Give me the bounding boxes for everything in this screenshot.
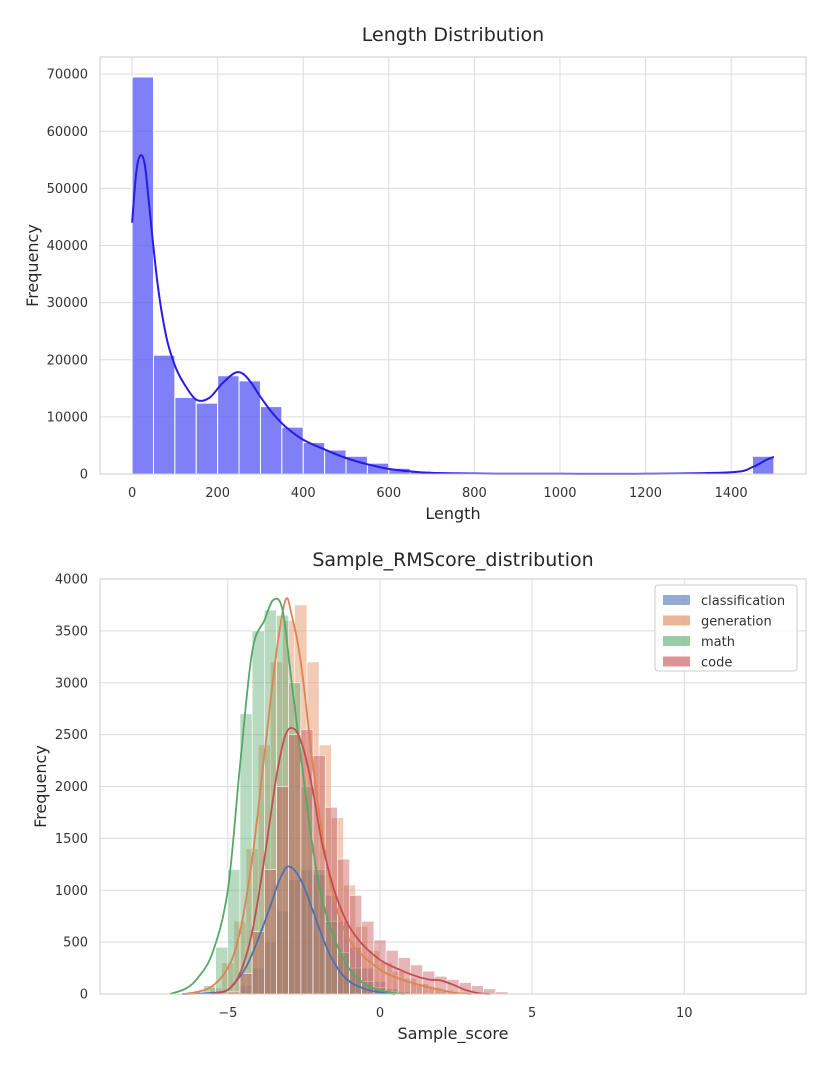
histogram-bar xyxy=(152,354,176,475)
kde-line-generation xyxy=(184,597,472,995)
histogram-bar-code xyxy=(422,970,436,995)
chart-sample-rmscore-distribution: −5 0 5 10 05001000150020002500300035004000 … xyxy=(31,549,807,1044)
legend-swatch xyxy=(663,595,690,605)
legend-label: math xyxy=(701,635,735,650)
legend-label: classification xyxy=(701,594,785,609)
histogram-bar-code xyxy=(410,964,423,995)
histogram-bar-code xyxy=(349,895,363,995)
x-tick-label: 0 xyxy=(376,1006,384,1021)
histogram-bar xyxy=(281,426,304,475)
y-tick-labels: 0 500 1000 1500 2000 2500 3000 3500 4000 xyxy=(55,573,88,1003)
y-tick-label: 0 xyxy=(80,988,88,1003)
histogram-bar xyxy=(174,396,197,475)
y-tick-label: 20000 xyxy=(47,353,88,368)
legend-label: generation xyxy=(701,615,772,630)
y-tick-label: 2000 xyxy=(55,780,88,795)
histogram-bar xyxy=(259,406,283,475)
y-tick-label: 3500 xyxy=(55,624,88,639)
histogram-bar xyxy=(131,76,154,475)
y-tick-label: 1000 xyxy=(55,884,88,899)
kde-curves xyxy=(169,597,490,995)
x-tick-labels: 0 200 400 600 800 1000 1200 1400 xyxy=(128,486,748,501)
y-tick-label: 60000 xyxy=(47,125,88,140)
y-tick-label: 4000 xyxy=(55,573,88,588)
legend-swatch xyxy=(663,656,690,667)
x-tick-label: 600 xyxy=(376,486,401,501)
histogram-bar xyxy=(195,402,219,475)
y-axis-label: Frequency xyxy=(23,224,42,307)
chart-length-distribution: 0 200 400 600 800 1000 1200 1400 0 10000 20000 300… xyxy=(23,24,807,523)
histogram-bar xyxy=(217,375,240,475)
histogram-bar-code xyxy=(385,950,399,995)
histogram-bar-code xyxy=(288,734,302,995)
x-tick-label: 1200 xyxy=(629,486,662,501)
x-axis-label: Sample_score xyxy=(398,1024,509,1044)
legend-swatch xyxy=(663,636,690,646)
y-tick-label: 1500 xyxy=(55,832,88,847)
chart-title: Sample_RMScore_distribution xyxy=(312,549,593,571)
histogram-bar-code xyxy=(397,957,411,995)
chart-title: Length Distribution xyxy=(362,24,544,46)
x-tick-label: 1400 xyxy=(715,486,748,501)
histogram-bars xyxy=(203,604,509,995)
x-tick-label: 400 xyxy=(291,486,316,501)
x-tick-label: 0 xyxy=(128,486,136,501)
x-tick-label: 200 xyxy=(205,486,230,501)
legend-swatch xyxy=(663,615,690,626)
y-axis-label: Frequency xyxy=(31,745,50,828)
histogram-bar-code xyxy=(312,755,326,995)
x-tick-label: 800 xyxy=(462,486,487,501)
y-tick-labels: 0 10000 20000 30000 40000 50000 60000 70000 xyxy=(47,68,88,483)
x-tick-label: 5 xyxy=(528,1006,536,1021)
x-axis-label: Length xyxy=(425,504,480,523)
legend-label: code xyxy=(701,656,732,671)
plot-frame xyxy=(99,56,807,475)
x-tick-labels: −5 0 5 10 xyxy=(218,1006,692,1021)
y-tick-label: 3000 xyxy=(55,676,88,691)
x-tick-label: 1000 xyxy=(543,486,576,501)
y-tick-label: 2500 xyxy=(55,728,88,743)
x-tick-label: 10 xyxy=(676,1006,693,1021)
kde-line-classification xyxy=(182,865,396,995)
plot-frame xyxy=(99,578,807,995)
y-tick-label: 40000 xyxy=(47,239,88,254)
histogram-bar-code xyxy=(239,972,253,995)
y-tick-label: 0 xyxy=(80,468,88,483)
histogram-bar-code xyxy=(264,869,277,995)
y-tick-label: 70000 xyxy=(47,68,88,83)
legend: classification generation math code xyxy=(654,584,798,672)
y-tick-label: 10000 xyxy=(47,410,88,425)
y-tick-label: 50000 xyxy=(47,182,88,197)
kde-line-code xyxy=(212,726,490,995)
y-tick-label: 500 xyxy=(63,936,88,951)
legend-box xyxy=(654,584,798,672)
histogram-bar xyxy=(238,380,261,475)
x-tick-label: −5 xyxy=(218,1006,237,1021)
y-tick-label: 30000 xyxy=(47,296,88,311)
histogram-bar-code xyxy=(276,786,289,995)
kde-line-math xyxy=(169,597,405,995)
